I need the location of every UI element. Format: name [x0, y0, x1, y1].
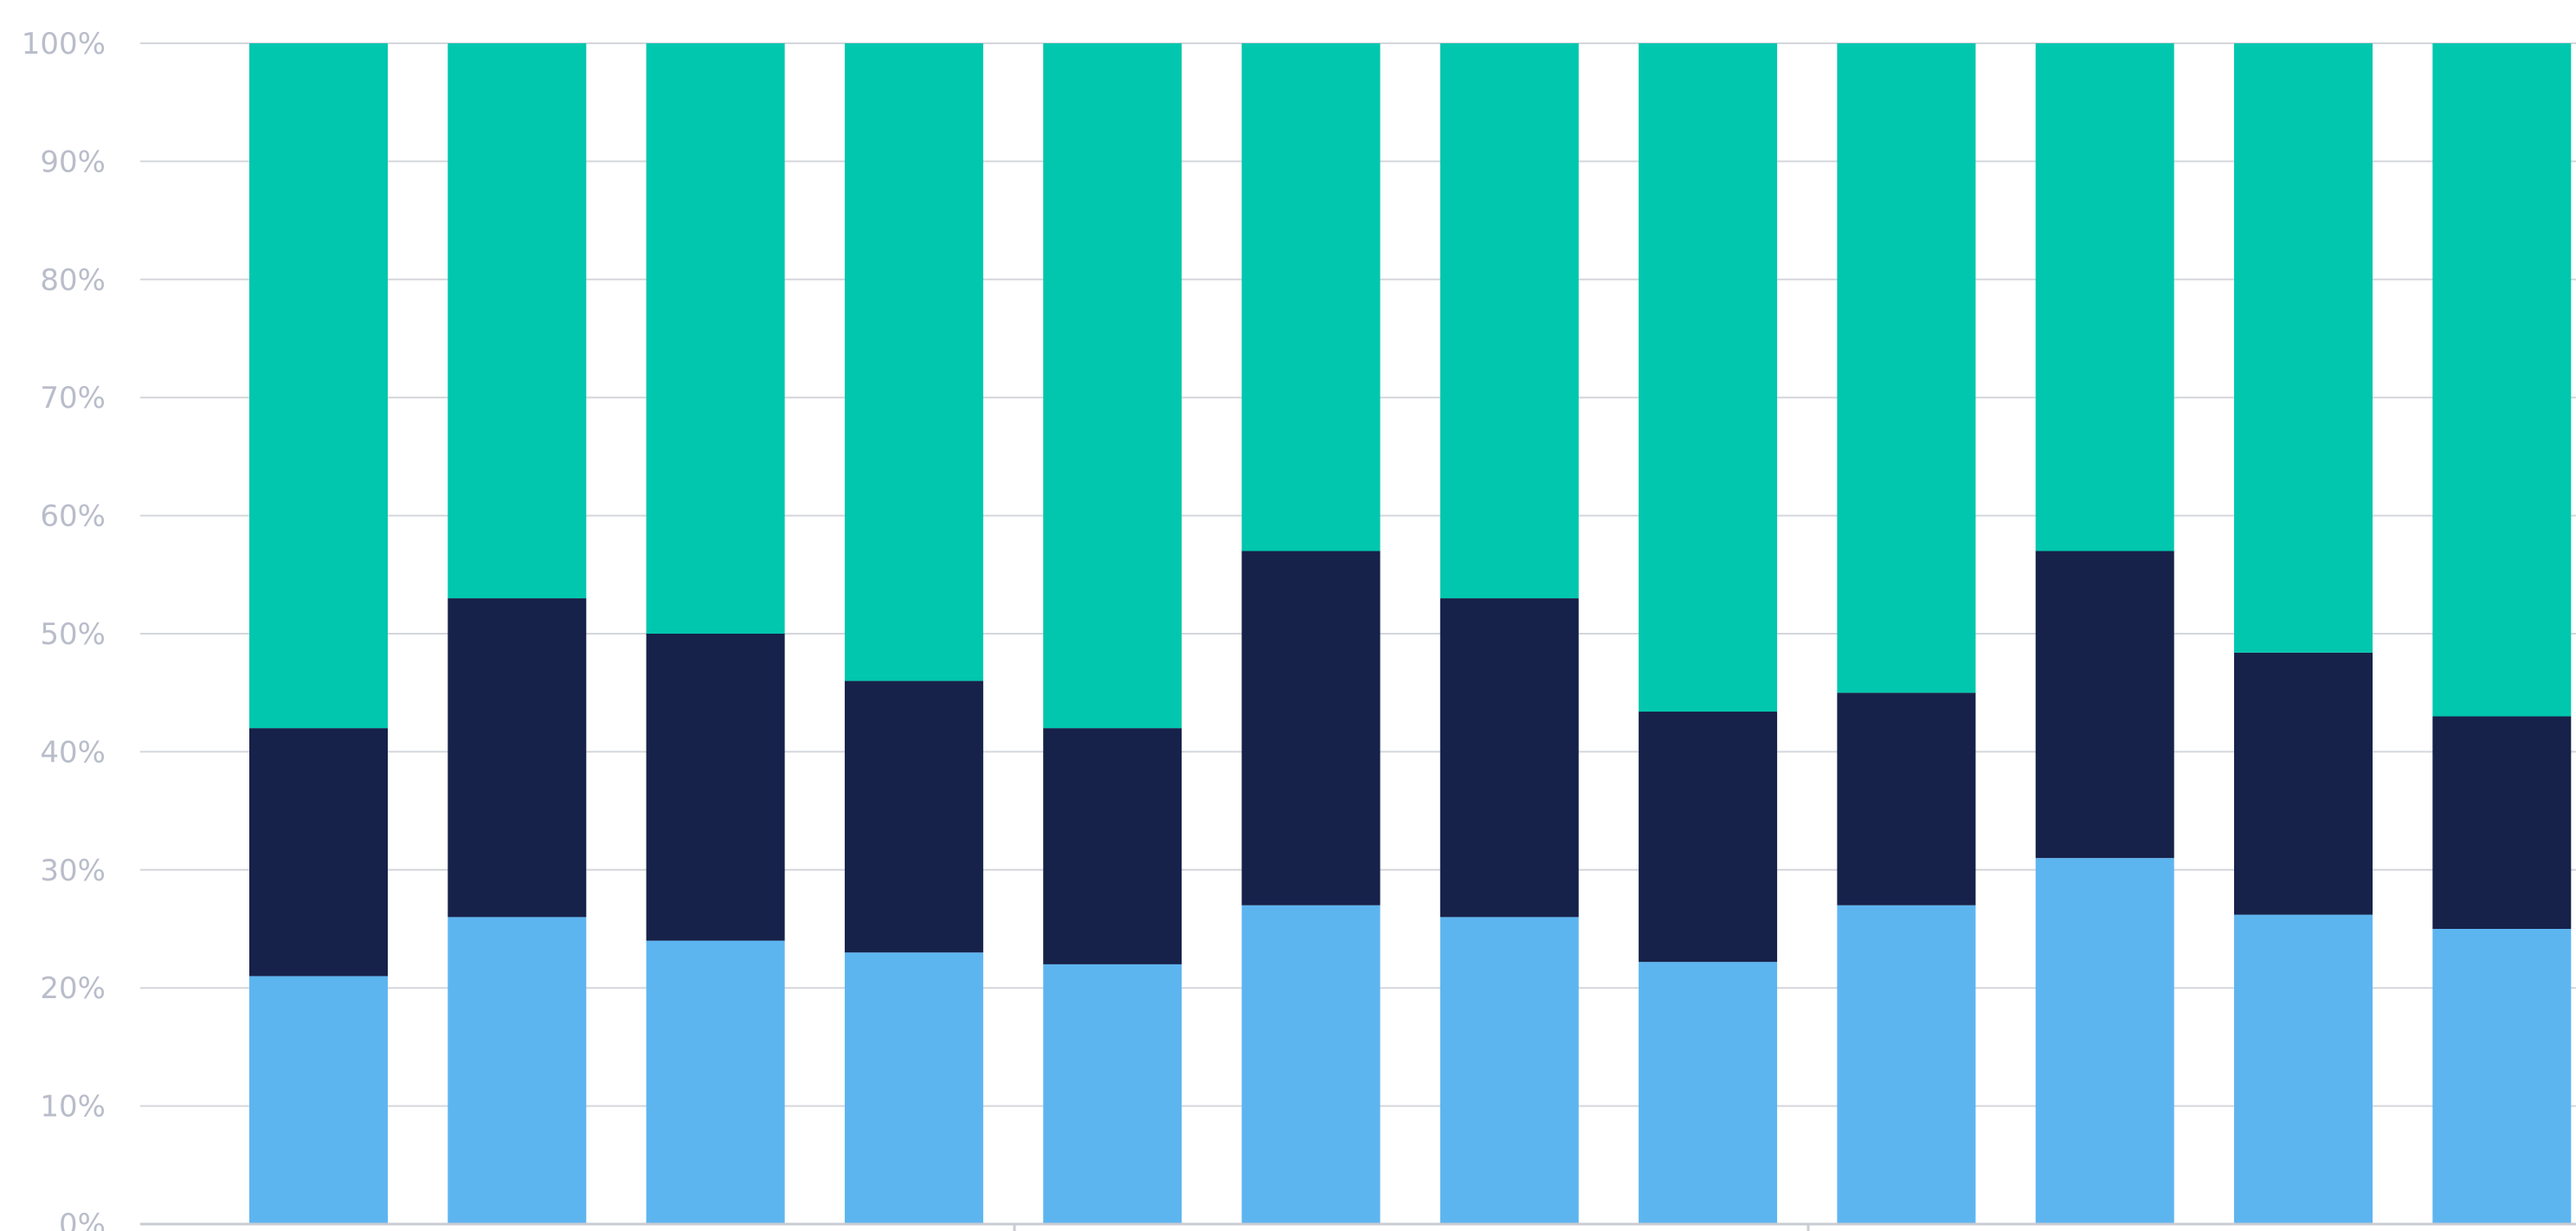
bar-segment-5-0 — [1241, 905, 1381, 1224]
bar-segment-6-2 — [1439, 43, 1579, 599]
bar-segment-0-0 — [249, 976, 388, 1224]
bar-segment-11-1 — [2432, 716, 2572, 929]
bar-segment-0-2 — [249, 43, 388, 729]
bar-segment-8-1 — [1837, 693, 1976, 906]
bar-segment-3-2 — [844, 43, 983, 681]
y-tick-label: 90% — [40, 145, 106, 179]
bar-segment-1-2 — [448, 43, 587, 599]
bar-segment-9-2 — [2035, 43, 2174, 551]
bar-segment-2-2 — [646, 43, 785, 634]
bar-segment-8-0 — [1837, 905, 1976, 1224]
y-tick-label: 70% — [40, 381, 106, 416]
y-tick-label: 20% — [40, 971, 106, 1006]
bar-segment-3-0 — [844, 952, 983, 1224]
bar-segment-10-1 — [2234, 652, 2373, 915]
bar-segment-5-2 — [1241, 43, 1381, 551]
bar-segment-3-1 — [844, 680, 983, 953]
bar-segment-7-0 — [1639, 962, 1778, 1224]
bar-segment-11-2 — [2432, 43, 2572, 717]
bar-segment-6-1 — [1439, 598, 1579, 918]
axes — [140, 1222, 2576, 1231]
bar-segment-5-1 — [1241, 551, 1381, 906]
bar-segment-9-1 — [2035, 551, 2174, 859]
bar-segment-1-1 — [448, 598, 587, 918]
y-tick-label: 30% — [40, 854, 106, 888]
bar-segment-7-1 — [1639, 712, 1778, 963]
bar-segment-11-0 — [2432, 929, 2572, 1224]
bar-segment-4-1 — [1043, 728, 1182, 964]
bar-segment-2-0 — [646, 940, 785, 1224]
y-tick-labels: 0% 10% 20% 30% 40% 50% 60% 70% 80% 90% 100% — [22, 27, 106, 1231]
bar-segment-10-0 — [2234, 914, 2373, 1224]
bar-segment-4-0 — [1043, 964, 1182, 1224]
bar-segment-10-2 — [2234, 43, 2373, 653]
bar-segment-0-1 — [249, 728, 388, 976]
y-tick-label: 60% — [40, 499, 106, 534]
bars — [249, 43, 2572, 1224]
y-tick-label: 0% — [59, 1208, 106, 1231]
y-tick-label: 10% — [40, 1090, 106, 1125]
y-tick-label: 50% — [40, 617, 106, 652]
bar-segment-4-2 — [1043, 43, 1182, 729]
y-tick-label: 80% — [40, 263, 106, 298]
y-tick-label: 100% — [22, 27, 106, 61]
bar-segment-9-0 — [2035, 858, 2174, 1224]
y-tick-label: 40% — [40, 735, 106, 770]
bar-segment-6-0 — [1439, 917, 1579, 1224]
bar-segment-1-0 — [448, 917, 587, 1224]
bar-segment-2-1 — [646, 634, 785, 941]
bar-segment-8-2 — [1837, 43, 1976, 693]
bar-segment-7-2 — [1639, 43, 1778, 712]
